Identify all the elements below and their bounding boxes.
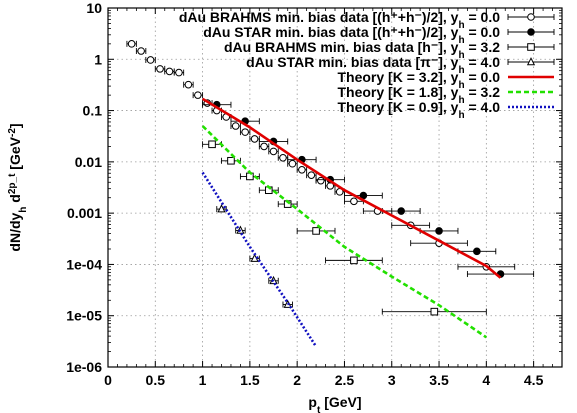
- data-point: [260, 142, 268, 151]
- x-axis-label: pt [GeV]: [308, 394, 361, 413]
- data-point: [146, 56, 155, 64]
- y-tick-label: 0.001: [67, 205, 102, 221]
- legend-marker: [526, 57, 536, 66]
- theory-line: [201, 97, 502, 279]
- data-point: [231, 122, 240, 130]
- data-point: [435, 227, 443, 235]
- legend-label: dAu BRAHMS min. bias data [h⁻], yh = 3.2: [224, 39, 500, 61]
- x-tick-label: 1.5: [240, 372, 260, 388]
- x-tick-label: 2: [293, 372, 301, 388]
- y-tick-label: 1e-06: [66, 359, 102, 375]
- x-tick-label: 3: [388, 372, 396, 388]
- data-point: [250, 135, 259, 143]
- series-4: [201, 97, 502, 279]
- axis-ticks: 0 0.5 1 1.5 2 2.5 3 3.5 4 4.5 1e-06 1e-05 1e-04 0.001…: [66, 0, 563, 388]
- data-point: [279, 153, 287, 162]
- y-tick-label: 0.1: [83, 103, 103, 119]
- legend-label: dAu STAR min. bias data [π⁻], yh = 4.0: [246, 54, 500, 76]
- y-tick-label: 1: [94, 51, 102, 67]
- y-tick-label: 1e-04: [66, 256, 102, 272]
- data-point: [165, 67, 174, 76]
- data-point: [175, 68, 183, 77]
- x-tick-label: 4.5: [524, 372, 544, 388]
- plot-series: [126, 40, 535, 348]
- data-point: [430, 307, 439, 316]
- series-6: [201, 171, 318, 348]
- legend-marker: [527, 43, 535, 51]
- data-point: [227, 156, 235, 165]
- theory-line: [201, 125, 488, 339]
- data-point: [269, 147, 278, 156]
- x-tick-label: 1: [199, 372, 207, 388]
- data-point: [317, 176, 325, 185]
- x-tick-label: 0: [104, 372, 112, 388]
- data-point: [312, 227, 320, 235]
- legend-label: dAu STAR min. bias data [(h⁺+h⁻)/2], yh …: [203, 24, 500, 46]
- x-tick-label: 4: [482, 372, 490, 388]
- legend-label: Theory [K = 0.9], yh = 4.0: [337, 99, 500, 121]
- legend: dAu BRAHMS min. bias data [(h⁺+h⁻)/2], y…: [179, 9, 555, 121]
- x-tick-label: 3.5: [429, 372, 449, 388]
- y-tick-label: 1e-05: [66, 308, 102, 324]
- data-point: [298, 166, 306, 174]
- data-point: [137, 47, 145, 55]
- series-2: [202, 140, 487, 316]
- x-tick-label: 2.5: [335, 372, 355, 388]
- y-tick-label: 0.01: [75, 154, 102, 170]
- series-5: [201, 125, 488, 339]
- data-point: [288, 159, 297, 168]
- y-tick-label: 10: [86, 0, 102, 16]
- x-tick-label: 0.5: [146, 372, 166, 388]
- data-point: [127, 40, 136, 48]
- legend-marker: [527, 13, 535, 21]
- theory-line: [201, 171, 318, 348]
- legend-label: Theory [K = 1.8], yh = 3.2: [337, 84, 500, 106]
- legend-label: Theory [K = 3.2], yh = 0.0: [337, 69, 500, 91]
- data-point: [241, 128, 249, 136]
- data-point: [156, 65, 164, 73]
- data-point: [350, 197, 358, 206]
- legend-marker: [527, 28, 535, 36]
- data-point: [194, 91, 202, 99]
- data-point: [217, 204, 226, 213]
- data-point: [350, 256, 358, 265]
- data-point: [473, 247, 481, 256]
- data-point: [184, 80, 193, 89]
- legend-label: dAu BRAHMS min. bias data [(h⁺+h⁻)/2], y…: [179, 9, 500, 31]
- data-point: [208, 140, 216, 149]
- y-axis-label: dN/dyh d2p_t [GeV-2]: [7, 123, 29, 251]
- data-point: [397, 207, 406, 215]
- data-point: [307, 171, 316, 179]
